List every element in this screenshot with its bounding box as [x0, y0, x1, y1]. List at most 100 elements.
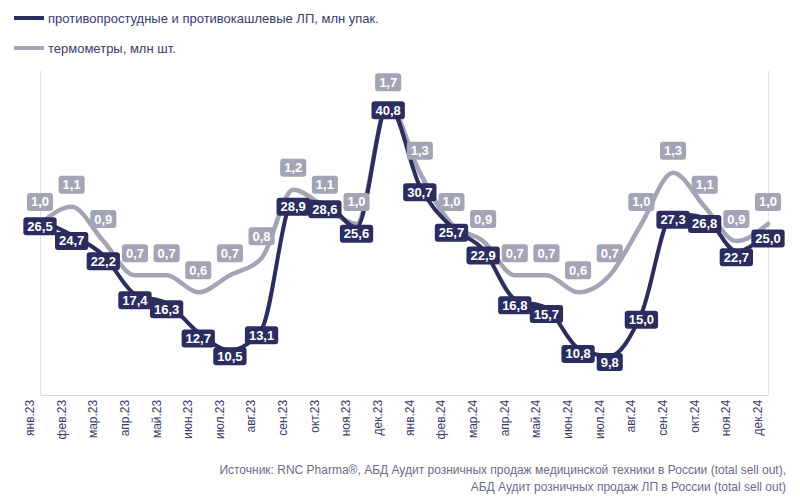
data-label: 24,7	[55, 232, 88, 250]
data-label-text: 0,6	[569, 263, 587, 278]
data-label: 26,8	[688, 215, 721, 233]
data-label-text: 28,9	[281, 199, 306, 214]
data-label-text: 1,3	[664, 143, 682, 158]
data-label: 22,9	[466, 247, 499, 265]
x-tick-label: янв.23	[23, 399, 37, 436]
chart: янв.23фев.23мар.23апр.23май.23июн.23июл.…	[0, 0, 800, 502]
x-tick-label: июл.23	[213, 399, 227, 438]
data-label: 40,8	[372, 101, 405, 119]
data-label: 16,3	[150, 300, 183, 318]
data-label-text: 28,6	[312, 202, 337, 217]
data-label-box	[245, 326, 278, 344]
data-label-text: 13,1	[249, 328, 274, 343]
data-label: 1,2	[280, 159, 306, 177]
x-tick: ноя.24	[719, 395, 737, 436]
x-tick: окт.24	[688, 395, 706, 433]
data-label-box	[280, 159, 306, 177]
data-label-text: 12,7	[186, 331, 211, 346]
data-label-box	[466, 247, 499, 265]
data-label-text: 1,0	[31, 194, 49, 209]
data-label-text: 10,8	[565, 346, 590, 361]
data-label: 1,1	[692, 176, 718, 194]
data-label-text: 25,0	[755, 231, 780, 246]
data-label-text: 16,3	[154, 302, 179, 317]
data-label-box	[688, 215, 721, 233]
data-label-text: 1,1	[316, 177, 334, 192]
data-label-box	[27, 193, 53, 211]
data-label-box	[530, 305, 563, 323]
x-tick-label: сен.24	[656, 399, 670, 435]
x-tick-label: июл.24	[593, 399, 607, 438]
data-label-text: 24,7	[59, 233, 84, 248]
data-label-box	[720, 248, 753, 266]
data-label-text: 0,7	[506, 246, 524, 261]
data-label: 25,6	[340, 225, 373, 243]
data-label: 30,7	[403, 183, 436, 201]
data-label-box	[217, 244, 243, 262]
data-label-text: 15,7	[534, 307, 559, 322]
data-label: 0,7	[533, 244, 559, 262]
legend-item: противопростудные и противокашлевые ЛП, …	[14, 11, 379, 26]
data-label: 0,6	[185, 261, 211, 279]
data-label-box	[343, 193, 369, 211]
x-tick: апр.23	[118, 395, 136, 436]
data-label: 0,7	[154, 244, 180, 262]
data-label-text: 0,7	[221, 246, 239, 261]
x-tick: май.24	[529, 395, 547, 438]
data-label-text: 26,5	[27, 219, 52, 234]
x-tick-label: фев.24	[434, 399, 448, 439]
x-tick: авг.23	[244, 395, 262, 432]
data-label: 1,3	[407, 142, 433, 160]
data-label-text: 0,7	[126, 246, 144, 261]
data-label-text: 9,8	[601, 355, 619, 370]
legend-item: термометры, млн шт.	[14, 41, 176, 56]
data-label-text: 1,0	[347, 194, 365, 209]
data-label: 22,2	[87, 252, 120, 270]
data-label-box	[150, 300, 183, 318]
x-axis-line	[41, 395, 769, 396]
x-tick-label: июн.24	[561, 399, 575, 438]
data-label-box	[435, 224, 468, 242]
data-label: 28,9	[277, 198, 310, 216]
data-label: 0,7	[597, 244, 623, 262]
data-label-text: 0,9	[94, 212, 112, 227]
data-label-box	[470, 210, 496, 228]
data-label-text: 1,1	[696, 177, 714, 192]
data-label-text: 0,8	[253, 229, 271, 244]
data-label: 0,9	[723, 210, 749, 228]
data-label-text: 0,7	[601, 246, 619, 261]
data-label: 15,0	[625, 311, 658, 329]
x-tick-label: июн.23	[181, 399, 195, 438]
data-label: 0,7	[502, 244, 528, 262]
data-label-box	[533, 244, 559, 262]
x-tick: май.23	[150, 395, 168, 438]
data-label: 0,6	[565, 261, 591, 279]
data-label-box	[723, 210, 749, 228]
data-label: 17,4	[118, 291, 151, 309]
data-label-text: 0,7	[537, 246, 555, 261]
data-label: 1,0	[343, 193, 369, 211]
data-label-box	[660, 142, 686, 160]
data-label-box	[625, 311, 658, 329]
x-tick-label: ноя.24	[719, 399, 733, 436]
data-label: 0,9	[90, 210, 116, 228]
data-label-box	[498, 296, 531, 314]
data-label-box	[375, 73, 401, 91]
data-label: 26,5	[23, 217, 56, 235]
data-label-text: 0,6	[189, 263, 207, 278]
data-label-text: 0,7	[158, 246, 176, 261]
data-label: 0,9	[470, 210, 496, 228]
legend-swatch	[14, 46, 44, 50]
source-text: АБД Аудит розничных продаж ЛП в России (…	[471, 480, 786, 494]
legend-label: противопростудные и противокашлевые ЛП, …	[48, 11, 379, 26]
x-tick-label: апр.24	[498, 399, 512, 436]
data-label-box	[249, 227, 275, 245]
x-tick: фев.23	[55, 395, 73, 439]
x-tick-label: ноя.23	[339, 399, 353, 436]
data-label: 0,7	[122, 244, 148, 262]
data-label-text: 16,8	[502, 298, 527, 313]
data-label: 12,7	[182, 329, 215, 347]
x-tick-label: авг.23	[244, 399, 258, 432]
x-tick: июн.24	[561, 395, 579, 439]
x-tick: июл.24	[593, 395, 611, 439]
